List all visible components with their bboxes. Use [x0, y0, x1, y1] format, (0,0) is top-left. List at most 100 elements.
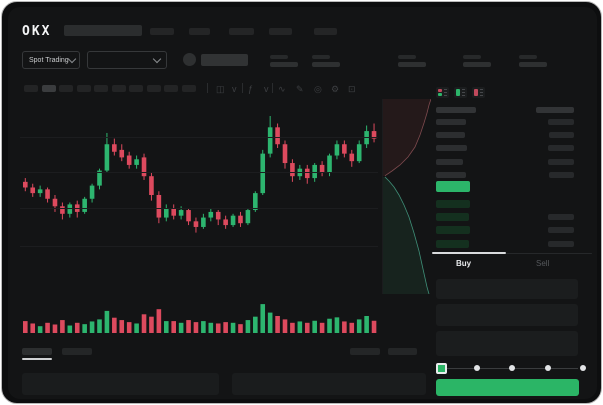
ticker-stat-label	[312, 55, 330, 59]
vm-ask-half	[438, 89, 442, 92]
timeframe-button[interactable]	[129, 85, 143, 92]
ask-row[interactable]	[432, 117, 592, 129]
buy-button[interactable]	[436, 379, 579, 396]
chevron-down-icon[interactable]: v	[232, 84, 237, 94]
price-input[interactable]	[436, 279, 578, 299]
ask-row[interactable]	[432, 130, 592, 142]
ask-amount-bar	[549, 171, 574, 178]
timeframe-button[interactable]	[146, 85, 161, 92]
nav-item[interactable]	[229, 28, 254, 35]
bid-price-bar	[436, 239, 469, 248]
chart-gridline	[20, 208, 378, 210]
bottom-panel-right[interactable]	[232, 373, 426, 395]
snapshot-icon[interactable]: ◎	[314, 84, 322, 94]
candle-chart-canvas[interactable]	[20, 99, 378, 291]
ask-amount-bar	[548, 145, 574, 152]
timeframe-button[interactable]	[181, 85, 196, 92]
chevron-down-icon	[152, 54, 162, 63]
nav-item[interactable]	[189, 28, 210, 35]
amount-input[interactable]	[436, 304, 578, 326]
okx-logo[interactable]: OKX	[22, 24, 52, 39]
slider-stop-dot[interactable]	[544, 365, 551, 371]
coin-icon	[183, 53, 196, 66]
timeframe-button[interactable]	[41, 85, 56, 92]
ask-row[interactable]	[432, 157, 592, 169]
timeframe-button[interactable]	[164, 85, 178, 92]
ask-row[interactable]	[432, 143, 592, 155]
timeframe-button[interactable]	[59, 85, 73, 92]
vm-lines	[480, 89, 483, 96]
nav-item[interactable]	[150, 28, 174, 35]
timeframe-button[interactable]	[94, 85, 108, 92]
book-bids-icon[interactable]	[454, 87, 467, 98]
candle-style-icon[interactable]: ◫	[216, 84, 225, 94]
buy-tab-indicator	[432, 252, 506, 254]
chart-gridline	[20, 245, 378, 247]
chevron-down-icon[interactable]: v	[264, 84, 269, 94]
bid-amount-bar	[548, 227, 574, 234]
vm-lines	[444, 89, 447, 96]
market-selector-button[interactable]: Spot Trading	[22, 51, 80, 69]
bottom-panel-left[interactable]	[22, 373, 219, 395]
bottom-tab[interactable]	[62, 348, 92, 355]
market-selector-label: Spot Trading	[29, 56, 69, 64]
orderbook-header-amount	[536, 107, 574, 113]
ask-price-bar	[436, 145, 467, 152]
orderbook-header-price	[436, 107, 476, 113]
book-both-icon[interactable]	[436, 87, 449, 98]
draw-tool-icon[interactable]: ✎	[296, 84, 304, 94]
depth-chart	[383, 98, 432, 295]
slider-stop-dot[interactable]	[473, 365, 480, 371]
ask-amount-bar	[548, 119, 574, 125]
orderbook-last-price-row[interactable]	[432, 181, 592, 193]
total-input[interactable]	[436, 331, 578, 356]
toolbar-separator	[272, 83, 273, 93]
fullscreen-icon[interactable]: ⊡	[348, 84, 356, 94]
nav-item[interactable]	[314, 28, 337, 35]
right-panel: Buy Sell	[432, 79, 592, 403]
pair-name-placeholder	[201, 54, 248, 66]
line-type-icon[interactable]: ∿	[278, 84, 286, 94]
bid-row[interactable]	[432, 211, 592, 223]
vm-color-col	[456, 89, 460, 96]
vm-bid-half	[438, 93, 442, 96]
bid-row[interactable]	[432, 224, 592, 236]
slider-stop-dot[interactable]	[509, 365, 515, 371]
bottom-action[interactable]	[350, 348, 380, 355]
timeframe-button[interactable]	[111, 85, 126, 92]
vm-full	[456, 89, 460, 96]
slider-handle[interactable]	[436, 363, 447, 374]
vm-full	[474, 89, 478, 96]
buy-tab[interactable]: Buy	[456, 259, 472, 268]
last-price-badge	[436, 181, 470, 192]
timeframe-button[interactable]	[76, 85, 91, 92]
sell-tab[interactable]: Sell	[536, 259, 550, 268]
ask-price-bar	[436, 171, 466, 178]
depth-panel[interactable]	[382, 98, 432, 295]
chart-gridline	[20, 136, 378, 138]
ticker-stat-value	[270, 62, 298, 67]
timeframe-button[interactable]	[24, 85, 38, 92]
settings-icon[interactable]: ⚙	[331, 84, 340, 94]
nav-item[interactable]	[269, 28, 292, 35]
ticker-stat-label	[463, 55, 481, 59]
search-input[interactable]	[64, 25, 142, 36]
slider-stop-dot[interactable]	[580, 365, 586, 371]
pair-selector-dropdown[interactable]	[87, 51, 167, 69]
bottom-tab[interactable]	[22, 348, 52, 355]
volume-pane[interactable]	[20, 297, 378, 333]
ticker-stat-value	[398, 62, 426, 67]
book-asks-icon[interactable]	[472, 87, 485, 98]
bottom-action[interactable]	[388, 348, 417, 355]
percent-slider-track[interactable]	[438, 368, 578, 369]
indicators-icon[interactable]: ƒ	[248, 84, 254, 94]
chart-gridline	[20, 172, 378, 174]
bid-amount-bar	[548, 240, 574, 247]
bid-row[interactable]	[432, 238, 592, 250]
ask-row[interactable]	[432, 170, 592, 182]
ticker-stat-label	[270, 55, 288, 59]
bid-price-bar	[436, 200, 470, 208]
bid-row[interactable]	[432, 198, 592, 210]
bid-price-bar	[436, 226, 470, 235]
